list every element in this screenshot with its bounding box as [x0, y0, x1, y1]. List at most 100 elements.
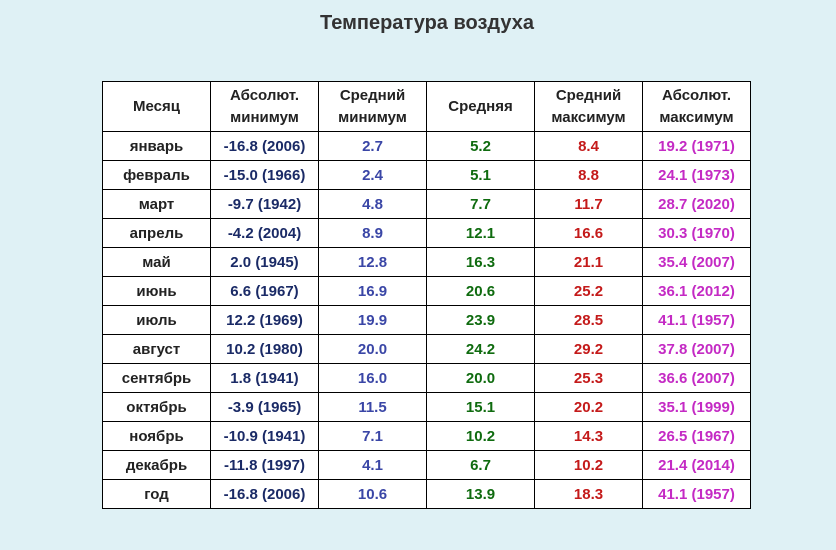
table-row: апрель -4.2 (2004) 8.9 12.1 16.6 30.3 (1970)	[102, 218, 751, 248]
table-row: август 10.2 (1980) 20.0 24.2 29.2 37.8 (2007)	[102, 334, 751, 364]
header-avg-max: Средний максимум	[534, 81, 643, 132]
cell-abs-max: 26.5 (1967)	[642, 421, 751, 451]
table-header-row: Месяц Абсолют. минимум Средний минимум С…	[102, 81, 751, 132]
table-row: январь -16.8 (2006) 2.7 5.2 8.4 19.2 (1971)	[102, 131, 751, 161]
cell-avg-min: 16.0	[318, 363, 427, 393]
cell-avg: 16.3	[426, 247, 535, 277]
cell-abs-min: -16.8 (2006)	[210, 479, 319, 509]
cell-avg-max: 18.3	[534, 479, 643, 509]
cell-avg-max: 28.5	[534, 305, 643, 335]
cell-month: октябрь	[102, 392, 211, 422]
cell-abs-min: -11.8 (1997)	[210, 450, 319, 480]
cell-month: ноябрь	[102, 421, 211, 451]
cell-avg: 23.9	[426, 305, 535, 335]
cell-abs-max: 37.8 (2007)	[642, 334, 751, 364]
table-row: март -9.7 (1942) 4.8 7.7 11.7 28.7 (2020)	[102, 189, 751, 219]
cell-avg-max: 25.2	[534, 276, 643, 306]
header-abs-min-line1: Абсолют.	[230, 86, 299, 104]
cell-abs-max: 41.1 (1957)	[642, 479, 751, 509]
cell-avg: 6.7	[426, 450, 535, 480]
cell-month: декабрь	[102, 450, 211, 480]
cell-avg-min: 7.1	[318, 421, 427, 451]
table-body: январь -16.8 (2006) 2.7 5.2 8.4 19.2 (1971) фе…	[102, 131, 751, 509]
cell-avg: 10.2	[426, 421, 535, 451]
cell-abs-min: -4.2 (2004)	[210, 218, 319, 248]
cell-avg-min: 12.8	[318, 247, 427, 277]
cell-avg-min: 16.9	[318, 276, 427, 306]
header-abs-max: Абсолют. максимум	[642, 81, 751, 132]
cell-avg-min: 4.8	[318, 189, 427, 219]
cell-avg: 13.9	[426, 479, 535, 509]
cell-avg-max: 10.2	[534, 450, 643, 480]
cell-month: январь	[102, 131, 211, 161]
cell-avg-min: 2.4	[318, 160, 427, 190]
cell-abs-min: -15.0 (1966)	[210, 160, 319, 190]
cell-month: июль	[102, 305, 211, 335]
cell-abs-max: 24.1 (1973)	[642, 160, 751, 190]
header-avg-min-line1: Средний	[339, 86, 406, 104]
cell-month: август	[102, 334, 211, 364]
cell-avg: 15.1	[426, 392, 535, 422]
cell-month: июнь	[102, 276, 211, 306]
cell-avg-max: 8.8	[534, 160, 643, 190]
cell-avg-max: 21.1	[534, 247, 643, 277]
cell-abs-min: 12.2 (1969)	[210, 305, 319, 335]
cell-abs-max: 19.2 (1971)	[642, 131, 751, 161]
cell-avg: 5.1	[426, 160, 535, 190]
cell-abs-max: 36.1 (2012)	[642, 276, 751, 306]
table-row: июль 12.2 (1969) 19.9 23.9 28.5 41.1 (1957)	[102, 305, 751, 335]
header-avg: Средняя	[426, 81, 535, 132]
header-avg-max-line2: максимум	[551, 108, 626, 126]
table-row: май 2.0 (1945) 12.8 16.3 21.1 35.4 (2007)	[102, 247, 751, 277]
cell-avg-min: 10.6	[318, 479, 427, 509]
cell-avg-max: 29.2	[534, 334, 643, 364]
table-row: октябрь -3.9 (1965) 11.5 15.1 20.2 35.1 (1999…	[102, 392, 751, 422]
cell-avg-min: 19.9	[318, 305, 427, 335]
cell-abs-max: 35.4 (2007)	[642, 247, 751, 277]
cell-abs-min: -16.8 (2006)	[210, 131, 319, 161]
header-month: Месяц	[102, 81, 211, 132]
header-avg-max-line1: Средний	[555, 86, 622, 104]
cell-avg-max: 14.3	[534, 421, 643, 451]
cell-avg: 12.1	[426, 218, 535, 248]
cell-avg-min: 20.0	[318, 334, 427, 364]
header-avg-min-line2: минимум	[338, 108, 407, 126]
cell-abs-max: 35.1 (1999)	[642, 392, 751, 422]
cell-avg-max: 20.2	[534, 392, 643, 422]
cell-avg-min: 11.5	[318, 392, 427, 422]
table-row: февраль -15.0 (1966) 2.4 5.1 8.8 24.1 (1973)	[102, 160, 751, 190]
cell-avg-max: 25.3	[534, 363, 643, 393]
cell-avg-min: 2.7	[318, 131, 427, 161]
header-abs-max-line1: Абсолют.	[662, 86, 731, 104]
cell-avg: 20.0	[426, 363, 535, 393]
table-row: сентябрь 1.8 (1941) 16.0 20.0 25.3 36.6 (2007…	[102, 363, 751, 393]
cell-abs-min: 6.6 (1967)	[210, 276, 319, 306]
cell-avg-max: 16.6	[534, 218, 643, 248]
cell-abs-min: -9.7 (1942)	[210, 189, 319, 219]
cell-abs-max: 30.3 (1970)	[642, 218, 751, 248]
table-row: год -16.8 (2006) 10.6 13.9 18.3 41.1 (1957)	[102, 479, 751, 509]
cell-month: год	[102, 479, 211, 509]
cell-avg-min: 4.1	[318, 450, 427, 480]
cell-abs-min: 2.0 (1945)	[210, 247, 319, 277]
table-row: ноябрь -10.9 (1941) 7.1 10.2 14.3 26.5 (1967)	[102, 421, 751, 451]
cell-abs-max: 21.4 (2014)	[642, 450, 751, 480]
cell-avg: 5.2	[426, 131, 535, 161]
cell-month: май	[102, 247, 211, 277]
header-abs-min-line2: минимум	[230, 108, 299, 126]
cell-abs-max: 36.6 (2007)	[642, 363, 751, 393]
cell-month: февраль	[102, 160, 211, 190]
temperature-table: Месяц Абсолют. минимум Средний минимум С…	[102, 81, 751, 509]
header-abs-min: Абсолют. минимум	[210, 81, 319, 132]
cell-month: сентябрь	[102, 363, 211, 393]
cell-abs-min: -10.9 (1941)	[210, 421, 319, 451]
cell-avg: 20.6	[426, 276, 535, 306]
table-row: июнь 6.6 (1967) 16.9 20.6 25.2 36.1 (2012)	[102, 276, 751, 306]
cell-abs-min: 10.2 (1980)	[210, 334, 319, 364]
cell-avg-max: 8.4	[534, 131, 643, 161]
header-abs-max-line2: максимум	[659, 108, 734, 126]
cell-abs-max: 28.7 (2020)	[642, 189, 751, 219]
table-row: декабрь -11.8 (1997) 4.1 6.7 10.2 21.4 (2014)	[102, 450, 751, 480]
header-avg-min: Средний минимум	[318, 81, 427, 132]
cell-month: апрель	[102, 218, 211, 248]
